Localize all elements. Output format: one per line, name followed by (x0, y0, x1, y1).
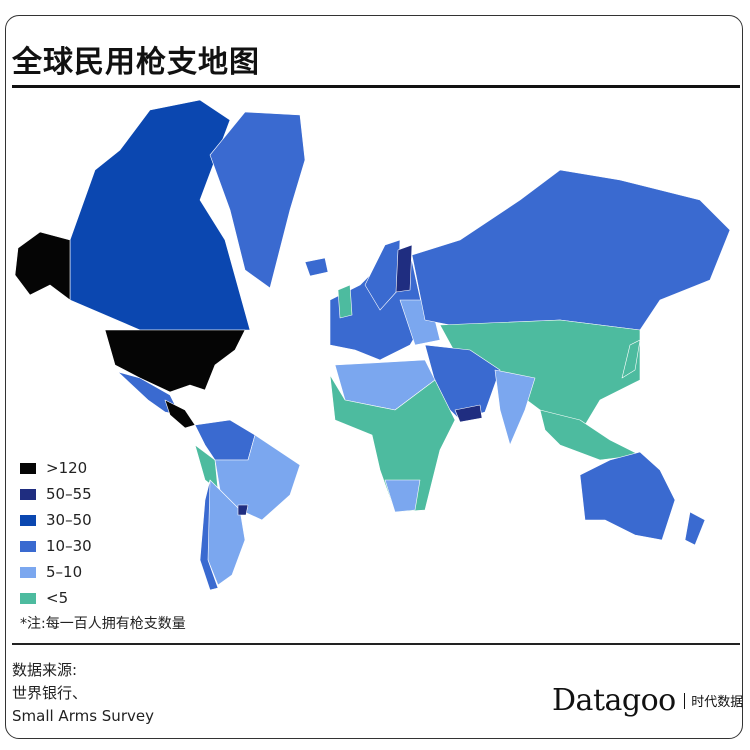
region-southeast-asia (539, 409, 641, 461)
region-canada (69, 99, 251, 331)
legend-item: 5–10 (20, 559, 92, 585)
title-divider (12, 85, 740, 88)
region-southern-africa (384, 479, 421, 513)
legend-note: *注:每一百人拥有枪支数量 (20, 616, 186, 632)
region-uk (337, 284, 353, 319)
region-india (494, 369, 536, 446)
region-australia (579, 451, 676, 541)
source-line: Small Arms Survey (12, 707, 154, 725)
region-africa (329, 374, 456, 513)
region-iceland (304, 257, 329, 277)
region-uruguay (237, 504, 249, 516)
legend-swatch (20, 462, 36, 474)
source-label: 数据来源: (12, 661, 78, 679)
logo-separator (683, 692, 686, 709)
region-new-zealand (684, 511, 706, 546)
source-block: 数据来源: 世界银行、 Small Arms Survey (12, 659, 154, 728)
source-line: 世界银行、 (12, 684, 88, 702)
legend-swatch (20, 592, 36, 604)
legend-item: <5 (20, 585, 92, 611)
map-legend: >120 50–55 30–50 10–30 5–10 <5 (20, 455, 92, 611)
logo-main-text: Datagoo (552, 683, 676, 718)
region-finland (395, 244, 413, 293)
legend-swatch (20, 566, 36, 578)
region-yemen (454, 404, 483, 423)
region-chile (199, 479, 219, 591)
card-frame (5, 15, 743, 739)
footer-divider (12, 643, 740, 645)
legend-item: >120 (20, 455, 92, 481)
legend-item: 30–50 (20, 507, 92, 533)
page-title: 全球民用枪支地图 (12, 45, 260, 80)
region-russia (411, 169, 731, 331)
region-central-america (164, 399, 196, 429)
region-japan (621, 339, 641, 379)
brand-logo: Datagoo 时代数据 (552, 683, 743, 718)
region-alaska (14, 231, 71, 301)
region-greenland (209, 111, 306, 289)
legend-swatch (20, 540, 36, 552)
legend-swatch (20, 488, 36, 500)
region-usa (104, 329, 246, 393)
legend-swatch (20, 514, 36, 526)
legend-item: 10–30 (20, 533, 92, 559)
world-map (14, 99, 731, 591)
logo-sub-text: 时代数据 (691, 695, 744, 710)
legend-item: 50–55 (20, 481, 92, 507)
